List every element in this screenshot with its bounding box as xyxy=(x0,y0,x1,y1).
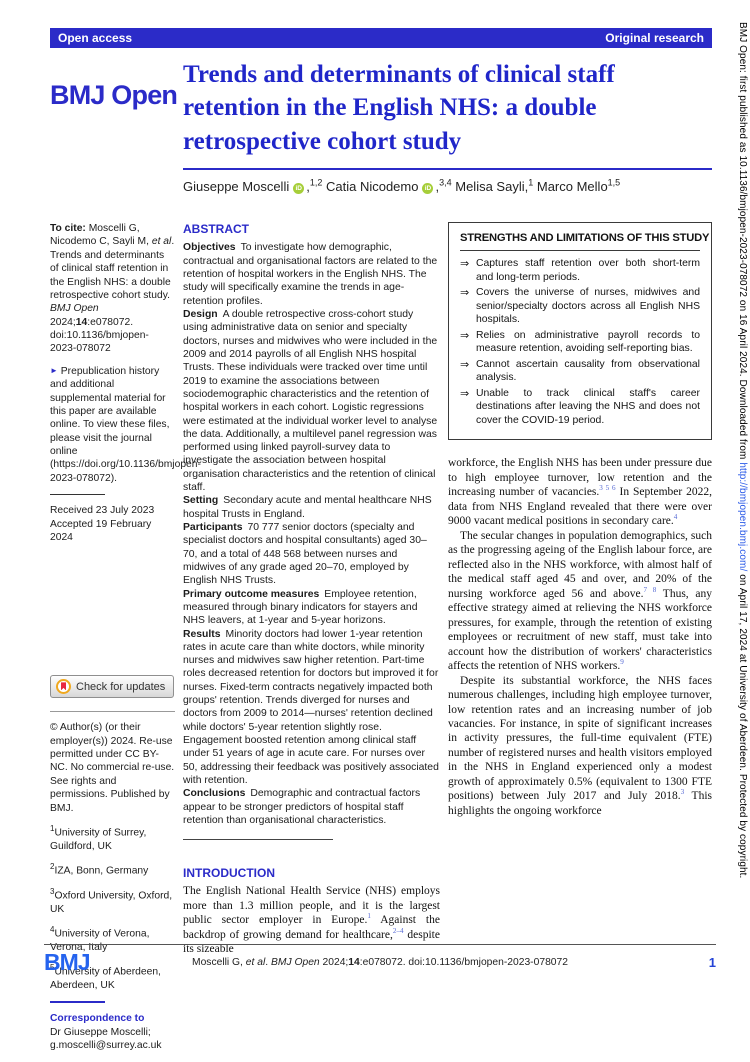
strengths-item: ⇒ Captures staff retention over both sho… xyxy=(460,258,700,283)
double-arrow-icon: ⇒ xyxy=(460,329,470,342)
body-paragraph: Despite its substantial workforce, the N… xyxy=(448,674,712,817)
strengths-heading: STRENGTHS AND LIMITATIONS OF THIS STUDY xyxy=(460,232,710,252)
journal-logo: BMJ Open xyxy=(50,80,178,110)
bmj-logo: BMJ xyxy=(44,949,91,975)
page-footer: BMJ Moscelli G, et al. BMJ Open 2024;14:… xyxy=(44,944,716,976)
abstract-section: Results Minority doctors had lower 1-year… xyxy=(183,628,439,786)
correspondence-email[interactable]: g.moscelli@surrey.ac.uk xyxy=(50,1040,162,1052)
author-list: Giuseppe Moscelli iD ,1,2 Catia Nicodemo iD… xyxy=(183,177,712,195)
three-column-layout: To cite: Moscelli G, Nicodemo C, Sayli M… xyxy=(50,222,712,1061)
check-for-updates-button[interactable]: Check for updates xyxy=(50,675,175,699)
open-access-label: Open access xyxy=(58,31,133,45)
abstract-column: ABSTRACT Objectives To investigate how de… xyxy=(183,222,440,957)
article-type-label: Original research xyxy=(605,31,704,45)
affiliation-list: 1University of Surrey, Guildford, UK 2IZA… xyxy=(50,824,175,992)
check-for-updates-label: Check for updates xyxy=(76,680,166,693)
strengths-list: ⇒ Captures staff retention over both sho… xyxy=(460,257,700,427)
author: Melisa Sayli,1 xyxy=(455,177,534,195)
author: Giuseppe Moscelli iD ,1,2 xyxy=(183,177,323,195)
abstract-section: Primary outcome measures Employee retenti… xyxy=(183,588,418,627)
strengths-item: ⇒ Covers the universe of nurses, midwive… xyxy=(460,287,700,326)
strengths-item: ⇒ Cannot ascertain causality from observ… xyxy=(460,358,700,384)
to-cite-note: To cite: Moscelli G, Nicodemo C, Sayli M… xyxy=(50,223,175,355)
header-bar: Open access Original research xyxy=(50,28,712,48)
body-column: STRENGTHS AND LIMITATIONS OF THIS STUDY … xyxy=(448,222,712,818)
body-paragraph: The secular changes in population demogr… xyxy=(448,529,712,673)
introduction-section: INTRODUCTION The English National Health… xyxy=(183,866,440,956)
strengths-item: ⇒ Unable to track clinical staff's caree… xyxy=(460,387,700,426)
prepublication-note: ► Prepublication history and additional … xyxy=(50,365,201,485)
abstract-sections: Objectives To investigate how demographic… xyxy=(183,241,440,827)
divider xyxy=(50,1001,105,1004)
body-text: workforce, the English NHS has been unde… xyxy=(448,456,712,818)
divider xyxy=(183,839,333,841)
abstract-section: Design A double retrospective cross-cohor… xyxy=(183,309,438,494)
affiliation: 3Oxford University, Oxford, UK xyxy=(50,886,173,915)
introduction-paragraph: The English National Health Service (NHS… xyxy=(183,885,440,956)
abstract: ABSTRACT Objectives To investigate how de… xyxy=(183,222,440,841)
spacer xyxy=(50,553,175,673)
divider xyxy=(50,711,175,713)
footer-citation: Moscelli G, et al. BMJ Open 2024;14:e078… xyxy=(192,957,568,968)
strengths-limitations-box: STRENGTHS AND LIMITATIONS OF THIS STUDY … xyxy=(448,222,712,441)
affiliation: 1University of Surrey, Guildford, UK xyxy=(50,823,147,852)
page-content: Open access Original research BMJ Open T… xyxy=(50,28,712,1062)
prepublication-text[interactable]: Prepublication history and additional su… xyxy=(50,365,201,484)
abstract-heading: ABSTRACT xyxy=(183,222,249,237)
introduction-heading: INTRODUCTION xyxy=(183,866,275,881)
metadata-column: To cite: Moscelli G, Nicodemo C, Sayli M… xyxy=(50,222,201,1061)
abstract-section: Objectives To investigate how demographic… xyxy=(183,242,438,307)
abstract-section: Participants 70 777 senior doctors (speci… xyxy=(183,522,427,587)
title-divider xyxy=(183,167,712,170)
correspondence-label: Correspondence to xyxy=(50,1013,145,1025)
footer-divider xyxy=(44,944,716,945)
copyright-note: © Author(s) (or their employer(s)) 2024.… xyxy=(50,722,175,814)
accepted-date: Accepted 19 February 2024 xyxy=(50,518,152,543)
abstract-section: Conclusions Demographic and contractual f… xyxy=(183,788,421,826)
masthead: BMJ Open Trends and determinants of clin… xyxy=(50,58,712,195)
divider xyxy=(50,494,105,496)
arrow-marker-icon: ► xyxy=(50,365,58,375)
orcid-icon[interactable]: iD xyxy=(293,183,305,195)
orcid-icon[interactable]: iD xyxy=(422,183,434,195)
author: Marco Mello1,5 xyxy=(536,177,621,195)
vertical-copyright-strip: BMJ Open: first published as 10.1136/bmj… xyxy=(737,22,748,879)
double-arrow-icon: ⇒ xyxy=(460,258,470,271)
author: Catia Nicodemo iD ,3,4 xyxy=(325,177,452,195)
received-date: Received 23 July 2023 xyxy=(50,505,155,517)
affiliation: 5University of Aberdeen, Aberdeen, UK xyxy=(50,963,161,992)
strengths-item: ⇒ Relies on administrative payroll recor… xyxy=(460,329,700,355)
paper-title: Trends and determinants of clinical staf… xyxy=(183,61,615,155)
affiliation: 2IZA, Bonn, Germany xyxy=(50,862,149,877)
correspondence-name: Dr Giuseppe Moscelli; xyxy=(50,1026,151,1038)
affiliation: 4University of Verona, Verona, Italy xyxy=(50,925,150,953)
double-arrow-icon: ⇒ xyxy=(460,387,470,400)
crossmark-icon xyxy=(56,679,71,695)
abstract-section: Setting Secondary acute and mental health… xyxy=(183,495,432,520)
body-paragraph: workforce, the English NHS has been unde… xyxy=(448,457,712,528)
double-arrow-icon: ⇒ xyxy=(460,287,470,300)
page-number: 1 xyxy=(708,955,716,970)
double-arrow-icon: ⇒ xyxy=(460,358,470,371)
